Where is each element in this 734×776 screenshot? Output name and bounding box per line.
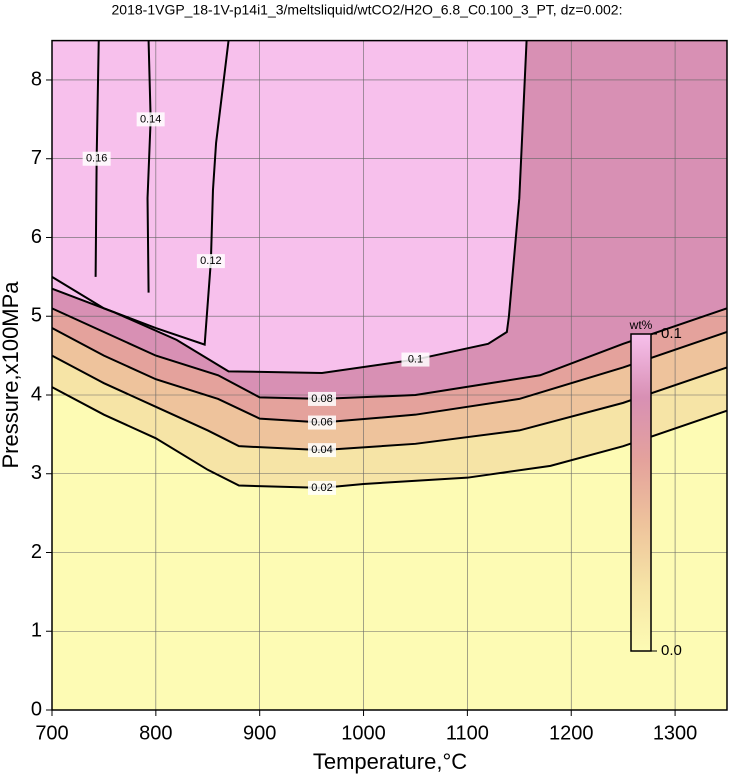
contour-line xyxy=(51,327,728,424)
y-tick-label: 1 xyxy=(31,620,42,642)
x-tick-label: 1000 xyxy=(341,722,386,744)
y-tick-label: 6 xyxy=(31,226,42,248)
colorbar-tick-label: 0.1 xyxy=(661,325,682,342)
y-tick-label: 7 xyxy=(31,147,42,169)
contour-label: 0.04 xyxy=(311,444,332,456)
contour-label-bg xyxy=(136,112,165,127)
y-tick-label: 4 xyxy=(31,383,42,405)
y-axis-title: Pressure,x100MPa xyxy=(0,281,23,469)
contour-label: 0.16 xyxy=(86,153,107,165)
x-tick-label: 800 xyxy=(139,722,172,744)
contour-fill xyxy=(52,40,527,373)
contour-line xyxy=(51,354,728,452)
contour-label-bg xyxy=(308,415,336,430)
contour-line xyxy=(146,40,152,293)
colorbar-tick-label: 0.0 xyxy=(661,642,682,659)
plot-frame xyxy=(51,39,728,711)
contour-line xyxy=(51,40,230,346)
contour-label: 0.12 xyxy=(200,255,221,267)
x-tick-label: 1100 xyxy=(446,722,489,744)
y-tick-label: 2 xyxy=(31,541,42,563)
contour-label-bg xyxy=(196,254,225,269)
contour-label-bg xyxy=(308,480,336,495)
x-tick-label: 1200 xyxy=(549,722,594,744)
contour-label-bg xyxy=(82,151,111,166)
contour-label: 0.1 xyxy=(408,353,423,365)
y-tick-label: 3 xyxy=(31,462,42,484)
contour-label: 0.14 xyxy=(140,113,161,125)
x-tick-label: 1300 xyxy=(653,722,698,744)
contour-label-bg xyxy=(401,352,430,367)
x-axis-title: Temperature,°C xyxy=(313,749,467,774)
contour-label: 0.06 xyxy=(311,416,332,428)
x-tick-label: 900 xyxy=(243,722,276,744)
y-tick-label: 8 xyxy=(31,68,42,90)
contour-label: 0.02 xyxy=(311,482,332,494)
contour-label-bg xyxy=(308,443,336,458)
contour-label: 0.08 xyxy=(311,393,332,405)
contour-line xyxy=(51,307,728,400)
y-tick-label: 0 xyxy=(31,698,42,720)
x-tick-label: 700 xyxy=(35,722,68,744)
colorbar-label: wt% xyxy=(629,318,653,332)
chart-title: 2018-1VGP_18-1V-p14i1_3/meltsliquid/wtCO… xyxy=(112,2,623,18)
colorbar xyxy=(630,333,652,652)
contour-label-bg xyxy=(308,391,336,406)
y-tick-label: 5 xyxy=(31,305,42,327)
